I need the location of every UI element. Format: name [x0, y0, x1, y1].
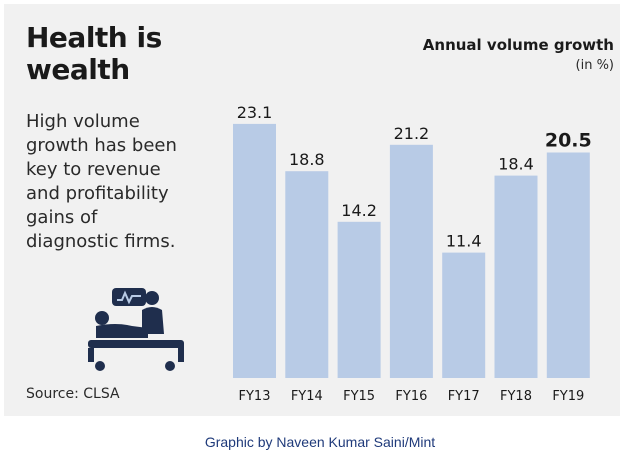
patient-bed-icon [86, 282, 186, 374]
bar-fy15 [337, 221, 381, 378]
x-tick-fy18: FY18 [500, 389, 532, 404]
bar-fy16 [389, 144, 433, 378]
source-note: Source: CLSA [26, 386, 120, 402]
bar-chart: 23.1 FY13 18.8 FY14 14.2 FY15 21.2 FY16 11.4 FY17… [233, 103, 592, 404]
data-label-fy18: 18.4 [498, 155, 534, 174]
x-tick-fy14: FY14 [291, 389, 323, 404]
x-tick-fy16: FY16 [395, 389, 427, 404]
bar-fy13 [233, 123, 276, 379]
data-label-fy19: 20.5 [545, 130, 592, 152]
headline-line-1: Health is [26, 21, 162, 54]
x-tick-fy19: FY19 [552, 389, 584, 404]
x-tick-fy17: FY17 [448, 389, 480, 404]
graphic-credit: Graphic by Naveen Kumar Saini/Mint [204, 434, 436, 450]
bar-fy18 [494, 175, 538, 378]
description-line: key to revenue [26, 159, 161, 180]
description-line: gains of [26, 207, 98, 228]
headline: Health is wealth [26, 22, 216, 86]
data-label-fy13: 23.1 [237, 103, 273, 122]
x-tick-fy13: FY13 [239, 389, 271, 404]
chart-title: Annual volume growth [422, 36, 614, 54]
description-line: High volume [26, 111, 140, 132]
bar-fy19 [546, 152, 590, 378]
chart-subtitle: (in %) [575, 58, 614, 73]
description-line: diagnostic firms. [26, 231, 176, 252]
description: High volume growth has been key to reven… [26, 110, 226, 254]
x-tick-fy15: FY15 [343, 389, 375, 404]
data-label-fy15: 14.2 [341, 201, 377, 220]
description-line: growth has been [26, 135, 177, 156]
bar-fy14 [285, 171, 329, 378]
bar-fy17 [442, 252, 486, 378]
data-label-fy16: 21.2 [394, 124, 430, 143]
description-line: and profitability [26, 183, 169, 204]
headline-line-2: wealth [26, 53, 130, 86]
data-label-fy17: 11.4 [446, 232, 482, 251]
data-label-fy14: 18.8 [289, 150, 325, 169]
